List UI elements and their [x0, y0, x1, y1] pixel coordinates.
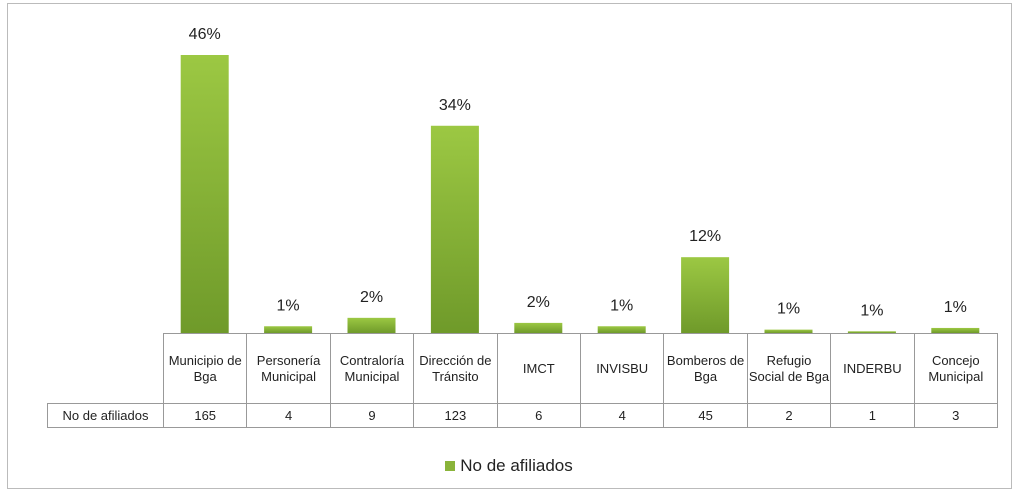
table-value: 3 — [913, 403, 998, 428]
data-label: 1% — [944, 299, 967, 316]
legend-swatch — [445, 461, 456, 471]
bar — [430, 125, 479, 333]
data-label: 2% — [360, 289, 383, 306]
table-value: 45 — [663, 403, 748, 428]
table-value: 165 — [163, 403, 248, 428]
bar — [847, 331, 896, 333]
category-label: Contraloría Municipal — [329, 333, 415, 404]
data-label: 1% — [277, 297, 300, 314]
data-label: 34% — [439, 97, 471, 114]
bar — [180, 55, 229, 333]
category-label: Concejo Municipal — [913, 333, 998, 404]
category-label: Bomberos de Bga — [663, 333, 748, 404]
bar — [931, 327, 980, 333]
category-label: Dirección de Tránsito — [413, 333, 498, 404]
table-value: 4 — [580, 403, 665, 428]
category-label: IMCT — [496, 333, 581, 404]
category-label: Refugio Social de Bga — [746, 333, 832, 404]
bar — [514, 322, 563, 333]
data-label: 1% — [860, 302, 883, 319]
category-label: INDERBU — [830, 333, 915, 404]
legend-label: No de afiliados — [460, 456, 573, 475]
category-label: Municipio de Bga — [163, 333, 248, 404]
data-label: 1% — [777, 301, 800, 318]
table-value: 1 — [830, 403, 915, 428]
bar — [681, 257, 730, 333]
category-label: INVISBU — [580, 333, 665, 404]
legend: No de afiliados — [0, 456, 1018, 476]
data-label: 46% — [189, 26, 221, 43]
table-value: 123 — [413, 403, 498, 428]
data-label: 12% — [689, 228, 721, 245]
bar — [597, 326, 646, 333]
data-label: 1% — [610, 297, 633, 314]
chart-border — [7, 3, 1012, 489]
table-value: 9 — [329, 403, 415, 428]
bar — [264, 326, 313, 333]
category-label: Personería Municipal — [246, 333, 331, 404]
table-row-header: No de afiliados — [47, 403, 164, 428]
bar — [764, 329, 813, 333]
table-value: 6 — [496, 403, 581, 428]
data-label: 2% — [527, 294, 550, 311]
table-value: 4 — [246, 403, 331, 428]
bar — [347, 317, 396, 333]
table-value: 2 — [746, 403, 832, 428]
